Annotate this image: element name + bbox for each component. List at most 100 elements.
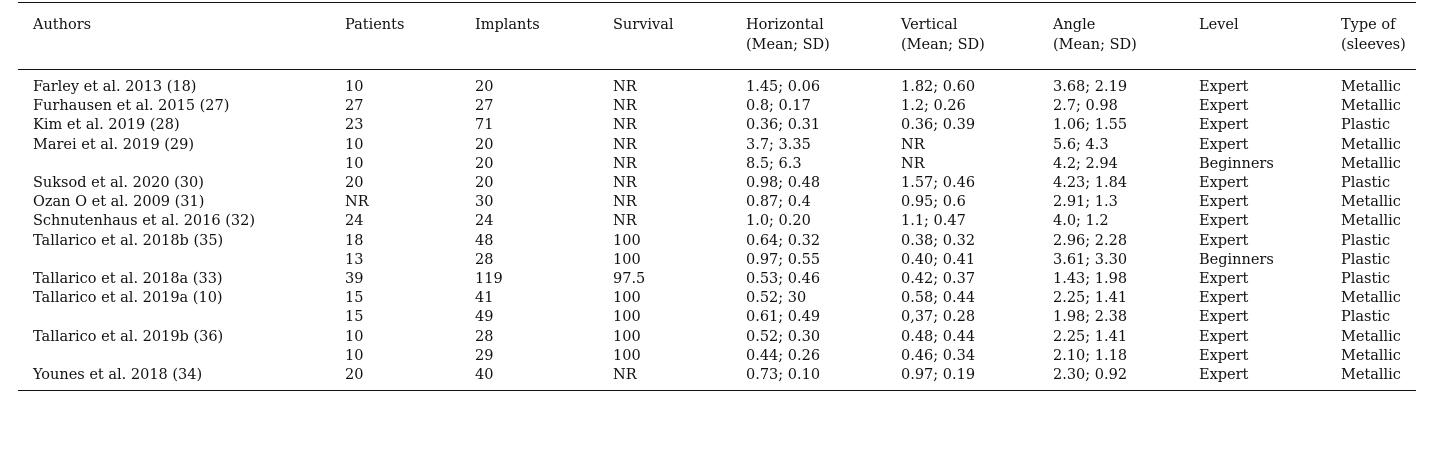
header-row: Authors Patients Implants Survival Horizonta…	[18, 2, 1416, 70]
cell-survival: 100	[613, 328, 641, 345]
cell-patients: 20	[345, 367, 364, 384]
table-row: Suksod et al. 2020 (30) 20 20 NR 0.98; 0.48 1…	[18, 174, 1416, 193]
cell-angle: 4.2; 2.94	[1053, 155, 1118, 172]
table-row: Ozan O et al. 2009 (31) NR 30 NR 0.87; 0.4 0.…	[18, 193, 1416, 212]
cell-angle: 2.91; 1.3	[1053, 194, 1118, 211]
table-row: Younes et al. 2018 (34) 20 40 NR 0.73; 0.10 0…	[18, 366, 1416, 391]
cell-vertical: 0.40; 0.41	[901, 251, 976, 268]
cell-level: Expert	[1199, 328, 1249, 345]
cell-level: Expert	[1199, 367, 1249, 384]
column-header-text: Horizontal	[746, 17, 824, 33]
cell-angle: 2.7; 0.98	[1053, 98, 1118, 115]
cell-authors: Tallarico et al. 2019a (10)	[33, 290, 223, 307]
table-row: Farley et al. 2013 (18) 10 20 NR 1.45; 0.06 1…	[18, 70, 1416, 98]
column-header-text: Angle	[1053, 17, 1096, 33]
cell-survival: 100	[613, 347, 641, 364]
cell-survival: 100	[613, 251, 641, 268]
cell-angle: 3.68; 2.19	[1053, 79, 1128, 95]
table-row: 10 29 100 0.44; 0.26 0.46; 0.34 2.10; 1.18 Exp…	[18, 347, 1416, 366]
cell-angle: 2.30; 0.92	[1053, 367, 1128, 384]
cell-horizontal: 0.8; 0.17	[746, 98, 811, 115]
cell-vertical: 0,37; 0.28	[901, 309, 976, 326]
table-row: Tallarico et al. 2019b (36) 10 28 100 0.52; …	[18, 328, 1416, 347]
column-header-patients: Patients	[330, 3, 460, 70]
cell-angle: 2.25; 1.41	[1053, 290, 1128, 307]
cell-angle: 5.6; 4.3	[1053, 136, 1109, 153]
column-header-implants: Implants	[460, 3, 598, 70]
cell-authors: Farley et al. 2013 (18)	[33, 79, 197, 95]
column-header-text: Patients	[345, 17, 405, 33]
cell-level: Beginners	[1199, 251, 1274, 268]
cell-survival: NR	[613, 79, 637, 95]
cell-implants: 71	[475, 117, 494, 134]
column-header-text: Vertical	[901, 17, 958, 33]
cell-horizontal: 0.73; 0.10	[746, 367, 821, 384]
cell-type-of-sleeves: Plastic	[1341, 117, 1391, 134]
cell-vertical: 1.2; 0.26	[901, 98, 966, 115]
cell-patients: 23	[345, 117, 364, 134]
cell-vertical: 0.46; 0.34	[901, 347, 976, 364]
cell-type-of-sleeves: Metallic	[1341, 367, 1401, 384]
cell-survival: 97.5	[613, 271, 646, 288]
cell-level: Expert	[1199, 309, 1249, 326]
table-header: Authors Patients Implants Survival Horizonta…	[18, 2, 1416, 70]
cell-patients: 10	[345, 347, 364, 364]
cell-vertical: 0.58; 0.44	[901, 290, 976, 307]
cell-vertical: NR	[901, 155, 925, 172]
cell-horizontal: 0.53; 0.46	[746, 271, 821, 288]
cell-level: Expert	[1199, 79, 1249, 95]
cell-authors	[18, 347, 330, 366]
cell-type-of-sleeves: Metallic	[1341, 136, 1401, 153]
cell-survival: 100	[613, 309, 641, 326]
column-header-text: Level	[1199, 17, 1239, 33]
column-header-text: (Mean; SD)	[1053, 37, 1137, 53]
cell-horizontal: 0.44; 0.26	[746, 347, 821, 364]
cell-type-of-sleeves: Metallic	[1341, 79, 1401, 95]
cell-horizontal: 3.7; 3.35	[746, 136, 811, 153]
cell-authors: Ozan O et al. 2009 (31)	[33, 194, 205, 211]
cell-authors	[18, 308, 330, 327]
cell-implants: 20	[475, 136, 494, 153]
table-row: Furhausen et al. 2015 (27) 27 27 NR 0.8; 0.1…	[18, 97, 1416, 116]
column-header-angle: Angle (Mean; SD)	[1038, 3, 1184, 70]
cell-survival: 100	[613, 232, 641, 249]
cell-patients: 24	[345, 213, 364, 230]
cell-survival: NR	[613, 136, 637, 153]
cell-patients: 10	[345, 136, 364, 153]
table-row: 10 20 NR 8.5; 6.3 NR 4.2; 2.94 Beginners Metall…	[18, 155, 1416, 174]
cell-survival: NR	[613, 194, 637, 211]
cell-implants: 48	[475, 232, 494, 249]
cell-authors	[18, 155, 330, 174]
cell-type-of-sleeves: Plastic	[1341, 309, 1391, 326]
cell-patients: 39	[345, 271, 364, 288]
cell-angle: 4.23; 1.84	[1053, 175, 1128, 192]
cell-level: Expert	[1199, 194, 1249, 211]
table-row: Kim et al. 2019 (28) 23 71 NR 0.36; 0.31 0.36…	[18, 116, 1416, 135]
cell-patients: 15	[345, 309, 364, 326]
cell-authors: Tallarico et al. 2018b (35)	[33, 232, 224, 249]
cell-horizontal: 8.5; 6.3	[746, 155, 802, 172]
cell-implants: 27	[475, 98, 494, 115]
cell-survival: NR	[613, 367, 637, 384]
cell-level: Expert	[1199, 213, 1249, 230]
column-header-vertical: Vertical (Mean; SD)	[886, 3, 1038, 70]
table-row: Tallarico et al. 2018b (35) 18 48 100 0.64; …	[18, 232, 1416, 251]
cell-authors: Tallarico et al. 2018a (33)	[33, 271, 223, 288]
cell-patients: 15	[345, 290, 364, 307]
cell-level: Expert	[1199, 136, 1249, 153]
cell-patients: 10	[345, 328, 364, 345]
cell-horizontal: 0.98; 0.48	[746, 175, 821, 192]
cell-horizontal: 0.52; 30	[746, 290, 807, 307]
column-header-text: Implants	[475, 17, 540, 33]
cell-level: Expert	[1199, 98, 1249, 115]
table-row: Tallarico et al. 2018a (33) 39 119 97.5 0.53…	[18, 270, 1416, 289]
cell-type-of-sleeves: Metallic	[1341, 213, 1401, 230]
cell-angle: 2.25; 1.41	[1053, 328, 1128, 345]
column-header-text: Survival	[613, 17, 674, 33]
cell-type-of-sleeves: Metallic	[1341, 98, 1401, 115]
cell-angle: 2.10; 1.18	[1053, 347, 1128, 364]
cell-survival: 100	[613, 290, 641, 307]
cell-type-of-sleeves: Plastic	[1341, 251, 1391, 268]
cell-type-of-sleeves: Plastic	[1341, 232, 1391, 249]
